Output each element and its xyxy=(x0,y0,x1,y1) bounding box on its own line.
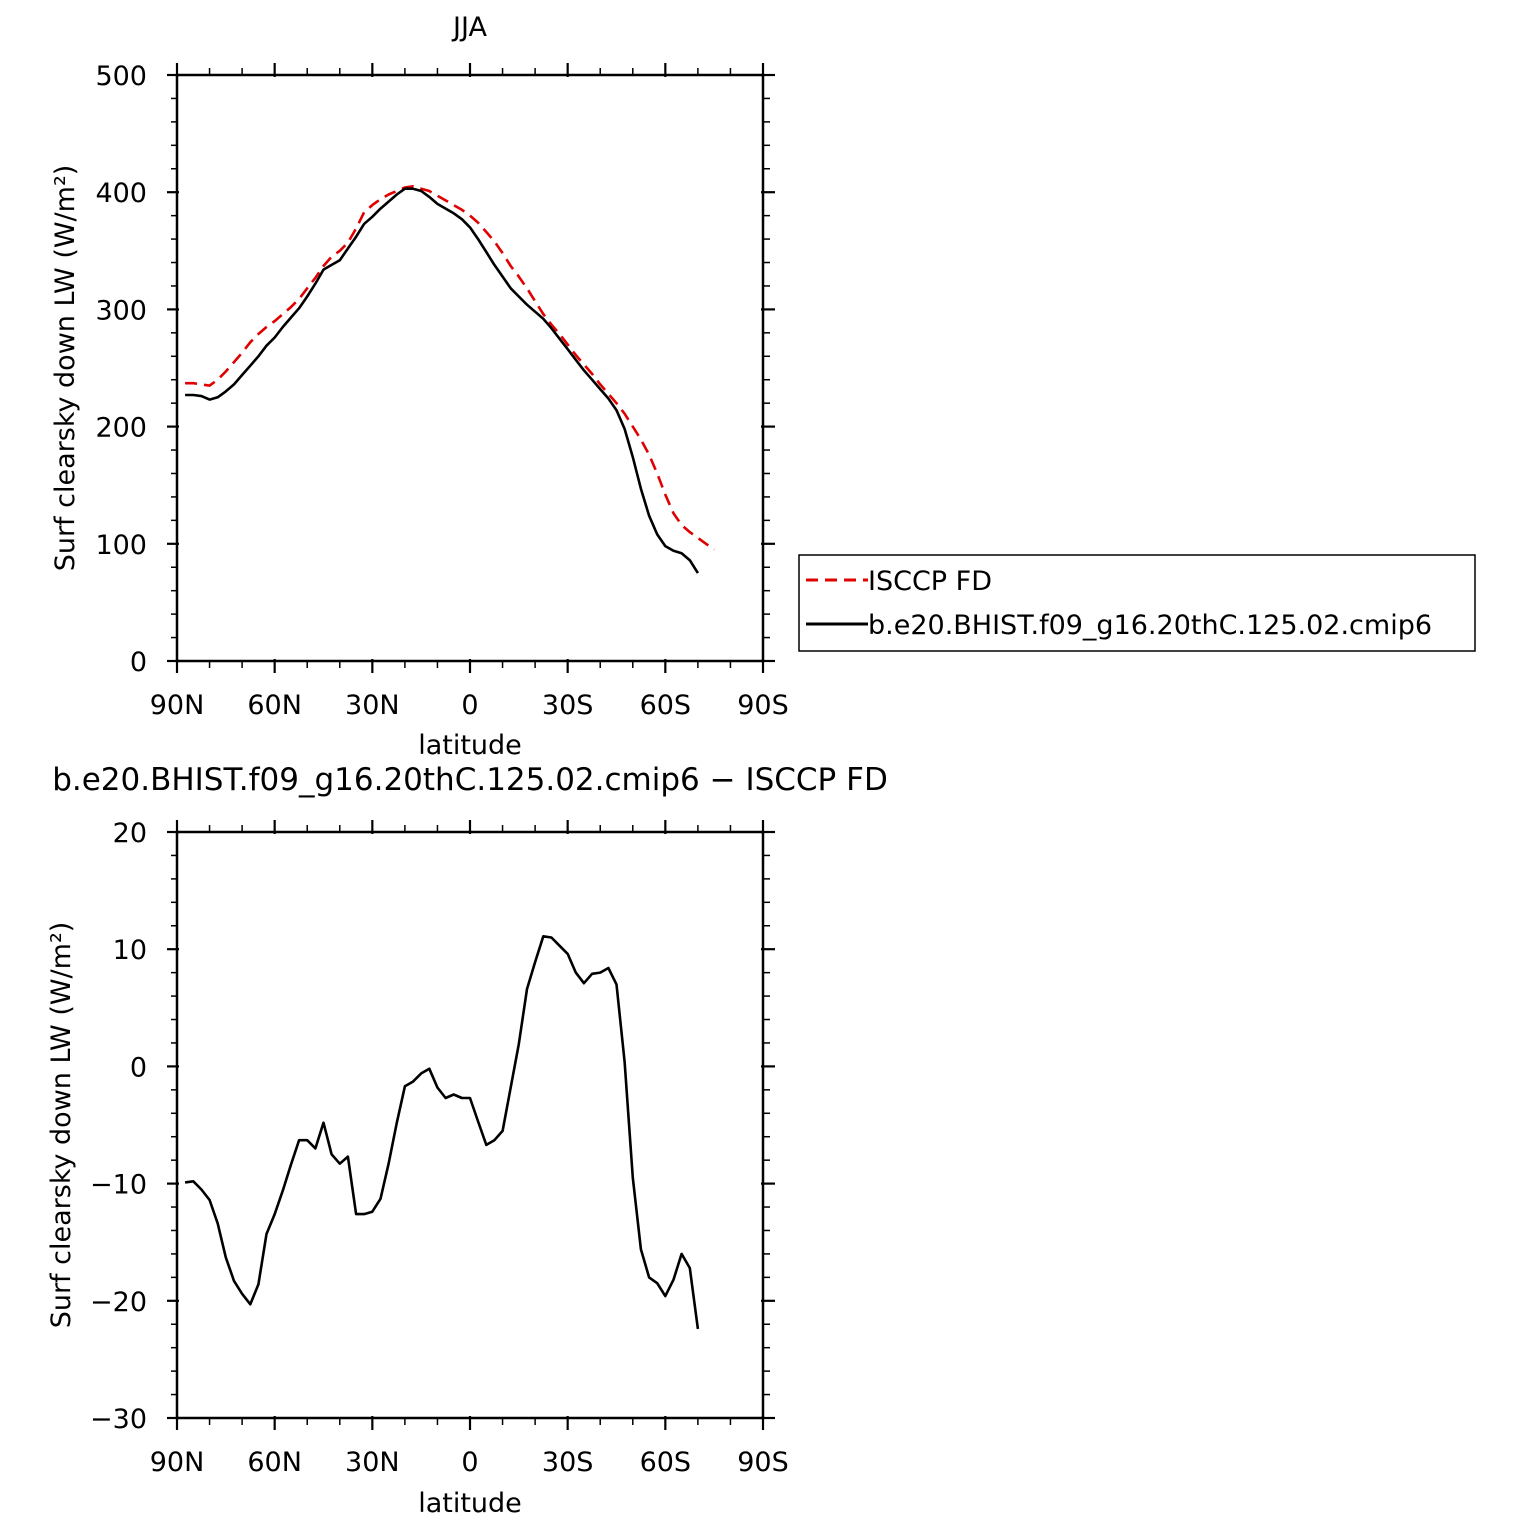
bottom-series-lines xyxy=(184,934,700,1330)
bottom-y-tick-label: 0 xyxy=(130,1052,147,1083)
top-x-tick-label: 90N xyxy=(150,690,205,721)
bottom-x-tick-label: 30S xyxy=(542,1447,594,1478)
legend-label-isccp: ISCCP FD xyxy=(868,566,992,597)
bottom-y-tick-label: −20 xyxy=(90,1287,147,1318)
bottom-y-axis: −30 −20 −10 0 10 20 xyxy=(90,818,775,1435)
top-series-lines xyxy=(185,185,715,574)
top-x-tick-label: 60S xyxy=(640,690,692,721)
top-plot-frame xyxy=(175,73,765,663)
bottom-x-axis-title: latitude xyxy=(418,1488,522,1519)
top-chart-title: JJA xyxy=(451,12,487,43)
bottom-x-tick-label: 90S xyxy=(737,1447,789,1478)
top-x-axis-title: latitude xyxy=(418,730,522,761)
bottom-series-line-0 xyxy=(184,934,700,1330)
top-y-axis: 0 100 200 300 400 500 xyxy=(95,61,775,678)
top-y-tick-label: 300 xyxy=(95,295,147,326)
bottom-x-tick-label: 60S xyxy=(640,1447,692,1478)
bottom-x-tick-label: 30N xyxy=(345,1447,400,1478)
top-y-tick-label: 200 xyxy=(95,413,147,444)
top-x-tick-label: 60N xyxy=(247,690,302,721)
legend-box xyxy=(798,554,1476,652)
top-series-line-1 xyxy=(185,187,700,574)
legend: ISCCP FD b.e20.BHIST.f09_g16.20thC.125.0… xyxy=(798,554,1476,652)
top-x-axis: 90N 60N 30N 0 30S 60S 90S xyxy=(150,63,789,721)
top-x-tick-label: 30S xyxy=(542,690,594,721)
top-panel: JJA 0 100 200 300 400 500 90N 60N 30N 0 30S 60S 90S… xyxy=(50,12,789,761)
bottom-chart-title: b.e20.BHIST.f09_g16.20thC.125.02.cmip6 −… xyxy=(52,762,888,798)
bottom-plot-frame xyxy=(175,830,765,1420)
legend-label-model: b.e20.BHIST.f09_g16.20thC.125.02.cmip6 xyxy=(868,610,1432,641)
bottom-x-axis: 90N 60N 30N 0 30S 60S 90S xyxy=(150,820,789,1478)
bottom-y-tick-label: 10 xyxy=(113,935,147,966)
top-y-tick-label: 400 xyxy=(95,178,147,209)
top-y-tick-label: 500 xyxy=(95,61,147,92)
top-x-tick-label: 0 xyxy=(461,690,478,721)
bottom-x-tick-label: 60N xyxy=(247,1447,302,1478)
bottom-panel: b.e20.BHIST.f09_g16.20thC.125.02.cmip6 −… xyxy=(46,762,888,1519)
top-x-tick-label: 90S xyxy=(737,690,789,721)
top-x-tick-label: 30N xyxy=(345,690,400,721)
bottom-x-tick-label: 0 xyxy=(461,1447,478,1478)
bottom-x-tick-label: 90N xyxy=(150,1447,205,1478)
bottom-y-tick-label: −10 xyxy=(90,1170,147,1201)
bottom-y-tick-label: −30 xyxy=(90,1404,147,1435)
bottom-y-axis-title: Surf clearsky down LW (W/m²) xyxy=(46,922,77,1329)
top-y-tick-label: 0 xyxy=(130,647,147,678)
bottom-y-tick-label: 20 xyxy=(113,818,147,849)
top-y-axis-title: Surf clearsky down LW (W/m²) xyxy=(50,165,81,572)
top-y-tick-label: 100 xyxy=(95,530,147,561)
top-series-line-0 xyxy=(185,185,715,551)
